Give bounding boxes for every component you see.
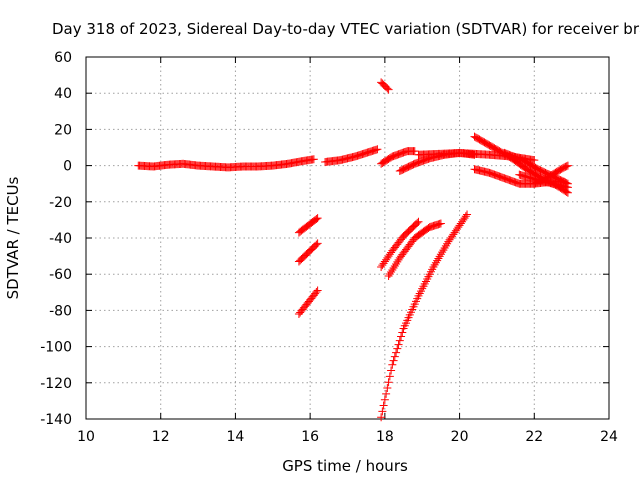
series-arc-l [384, 219, 445, 281]
series-arc-j [530, 161, 572, 188]
y-tick-label: 20 [54, 122, 72, 138]
data-point [435, 252, 444, 261]
data-point [398, 328, 407, 337]
y-tick-label: -20 [49, 195, 72, 211]
series-spike-top [377, 78, 393, 94]
data-point [394, 340, 403, 349]
data-point [312, 288, 321, 297]
data-point [373, 145, 382, 154]
y-tick-label: 40 [54, 86, 72, 102]
data-point [440, 243, 449, 252]
data-point [461, 212, 470, 221]
data-point [414, 217, 423, 226]
data-point [563, 161, 572, 170]
data-point [392, 259, 401, 268]
tick-layer: 10 12 14 16 18 20 22 24 60 40 20 0 -20 -40 -60 -80 -100 -… [40, 50, 618, 445]
series-arc-k [377, 217, 423, 271]
chart-title: Day 318 of 2023, Sidereal Day-to-day VTE… [52, 20, 640, 38]
data-point [390, 261, 399, 270]
data-point [431, 258, 440, 267]
data-point [387, 366, 396, 375]
data-point [385, 372, 394, 381]
data-point [389, 263, 398, 272]
y-tick-label: 0 [63, 159, 72, 175]
data-point [312, 215, 321, 224]
y-tick-label: 60 [54, 50, 72, 66]
data-point [382, 389, 391, 398]
series-seg-1 [294, 214, 322, 237]
series-main-band [134, 155, 318, 172]
data-point [313, 286, 322, 295]
data-point [389, 356, 398, 365]
data-point [313, 239, 322, 248]
data-point [309, 155, 318, 164]
x-tick-label: 16 [301, 429, 319, 445]
data-point [393, 344, 402, 353]
x-axis-label: GPS time / hours [282, 457, 408, 475]
data-point [436, 219, 445, 228]
data-point [441, 241, 450, 250]
data-point [392, 348, 401, 357]
y-tick-label: -100 [40, 340, 72, 356]
y-tick-label: -120 [40, 376, 72, 392]
data-point [530, 156, 539, 165]
x-tick-label: 18 [376, 429, 394, 445]
data-point [390, 352, 399, 361]
data-point [383, 84, 392, 93]
data-point [463, 210, 472, 219]
y-tick-label: -140 [40, 412, 72, 428]
series-seg-3 [294, 286, 322, 319]
data-point [436, 250, 445, 259]
series-arc-c [377, 147, 419, 168]
data-point [384, 272, 393, 281]
grid-layer [86, 57, 609, 419]
series-arc-m [377, 210, 472, 422]
data-point [439, 246, 448, 255]
series-arc-b [321, 145, 382, 166]
data-point [377, 413, 386, 422]
data-point [434, 254, 443, 263]
data-point [387, 267, 396, 276]
y-tick-label: -80 [49, 303, 72, 319]
data-layer [134, 78, 572, 422]
data-point [379, 401, 388, 410]
x-tick-label: 12 [152, 429, 170, 445]
y-axis-label: SDTVAR / TECUs [4, 176, 22, 300]
y-tick-label: -60 [49, 267, 72, 283]
data-point [388, 360, 397, 369]
data-point [388, 265, 397, 274]
data-point [429, 262, 438, 271]
data-point [562, 162, 571, 171]
data-point [397, 332, 406, 341]
data-point [385, 269, 394, 278]
data-point [378, 407, 387, 416]
x-tick-label: 22 [525, 429, 543, 445]
data-point [395, 336, 404, 345]
data-point [413, 218, 422, 227]
data-point [438, 248, 447, 257]
data-point [563, 183, 572, 192]
x-tick-label: 14 [227, 429, 245, 445]
data-point [393, 257, 402, 266]
data-point [410, 147, 419, 156]
data-point [313, 214, 322, 223]
data-point [433, 256, 442, 265]
data-point [384, 378, 393, 387]
x-tick-label: 24 [600, 429, 618, 445]
series-seg-2 [294, 239, 322, 266]
y-tick-label: -40 [49, 231, 72, 247]
data-point [430, 260, 439, 269]
x-tick-label: 10 [77, 429, 95, 445]
data-point [384, 85, 393, 94]
x-tick-label: 20 [451, 429, 469, 445]
data-point [312, 240, 321, 249]
data-point [380, 395, 389, 404]
data-point [470, 150, 479, 159]
data-point [383, 384, 392, 393]
